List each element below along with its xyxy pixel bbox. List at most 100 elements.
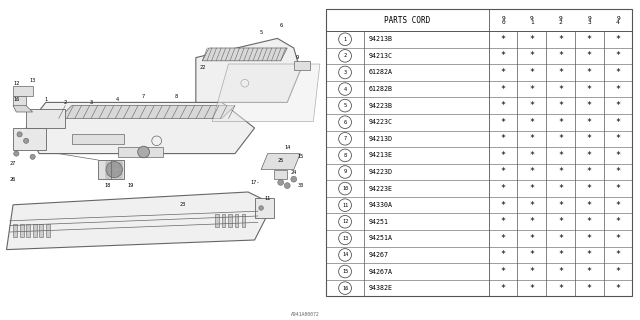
Text: *: * <box>558 284 563 292</box>
Text: *: * <box>529 217 534 226</box>
Text: 94251: 94251 <box>369 219 388 225</box>
Text: 24: 24 <box>291 170 297 175</box>
Polygon shape <box>212 64 320 122</box>
Text: 27: 27 <box>10 161 16 166</box>
Text: *: * <box>529 201 534 210</box>
Polygon shape <box>33 224 36 237</box>
Text: *: * <box>529 84 534 93</box>
Text: 9: 9 <box>296 55 299 60</box>
Text: 23: 23 <box>180 202 186 207</box>
Text: A941A00072: A941A00072 <box>291 312 320 317</box>
Text: 9
2: 9 2 <box>559 16 563 25</box>
Text: *: * <box>587 167 592 177</box>
Text: *: * <box>500 184 506 193</box>
Polygon shape <box>6 192 268 250</box>
Text: *: * <box>558 51 563 60</box>
Text: *: * <box>529 284 534 292</box>
Polygon shape <box>13 224 17 237</box>
Polygon shape <box>26 224 30 237</box>
Text: *: * <box>616 151 621 160</box>
Text: 10: 10 <box>342 186 348 191</box>
Text: *: * <box>616 51 621 60</box>
Text: 94223B: 94223B <box>369 103 392 108</box>
Text: *: * <box>616 217 621 226</box>
Text: *: * <box>500 51 506 60</box>
Text: *: * <box>558 101 563 110</box>
Text: 5: 5 <box>260 29 262 35</box>
Polygon shape <box>20 224 24 237</box>
Circle shape <box>138 146 150 158</box>
Text: 6: 6 <box>344 120 347 125</box>
Text: *: * <box>529 35 534 44</box>
Text: *: * <box>616 35 621 44</box>
Text: *: * <box>500 35 506 44</box>
Text: *: * <box>558 68 563 77</box>
Text: 94251A: 94251A <box>369 235 392 241</box>
Text: *: * <box>558 234 563 243</box>
Text: 3: 3 <box>90 100 93 105</box>
Text: 94213C: 94213C <box>369 53 392 59</box>
Text: *: * <box>529 51 534 60</box>
Text: *: * <box>587 201 592 210</box>
Polygon shape <box>235 214 238 227</box>
Text: 4: 4 <box>116 97 119 102</box>
Text: *: * <box>616 251 621 260</box>
Text: *: * <box>587 134 592 143</box>
Text: *: * <box>587 84 592 93</box>
Text: 15: 15 <box>297 154 303 159</box>
Circle shape <box>278 180 284 185</box>
Text: 1: 1 <box>44 97 47 102</box>
Text: *: * <box>616 201 621 210</box>
Text: 14: 14 <box>284 145 291 150</box>
Text: 61282B: 61282B <box>369 86 392 92</box>
Polygon shape <box>294 61 310 70</box>
Polygon shape <box>228 214 232 227</box>
Polygon shape <box>241 214 244 227</box>
Text: 94267: 94267 <box>369 252 388 258</box>
Text: *: * <box>587 68 592 77</box>
Text: 12: 12 <box>342 219 348 224</box>
Text: 9
3: 9 3 <box>588 16 591 25</box>
Text: *: * <box>529 134 534 143</box>
Polygon shape <box>13 96 26 106</box>
Text: *: * <box>558 151 563 160</box>
Text: 14: 14 <box>342 252 348 257</box>
Polygon shape <box>196 38 300 102</box>
Polygon shape <box>39 224 43 237</box>
Text: 7: 7 <box>142 93 145 99</box>
Text: 94223E: 94223E <box>369 186 392 192</box>
Text: 13: 13 <box>29 77 36 83</box>
Text: *: * <box>587 151 592 160</box>
Text: 9
4: 9 4 <box>616 16 620 25</box>
Text: 30: 30 <box>297 183 303 188</box>
Polygon shape <box>274 170 287 179</box>
Polygon shape <box>13 86 33 96</box>
Circle shape <box>259 206 264 210</box>
Polygon shape <box>72 134 124 144</box>
Text: *: * <box>529 101 534 110</box>
Text: 94267A: 94267A <box>369 268 392 275</box>
Text: 15: 15 <box>342 269 348 274</box>
Text: 9
1: 9 1 <box>530 16 534 25</box>
Text: *: * <box>500 68 506 77</box>
Polygon shape <box>13 106 33 112</box>
Text: *: * <box>616 118 621 127</box>
Text: *: * <box>558 167 563 177</box>
Polygon shape <box>222 214 225 227</box>
Text: *: * <box>587 267 592 276</box>
Text: *: * <box>500 251 506 260</box>
Text: 94223C: 94223C <box>369 119 392 125</box>
Text: *: * <box>500 118 506 127</box>
Text: *: * <box>529 251 534 260</box>
Text: 3: 3 <box>344 70 347 75</box>
Polygon shape <box>45 224 50 237</box>
Text: 8: 8 <box>344 153 347 158</box>
Text: *: * <box>500 101 506 110</box>
Text: 16: 16 <box>342 286 348 291</box>
Text: *: * <box>587 101 592 110</box>
Text: *: * <box>558 184 563 193</box>
Text: 94382E: 94382E <box>369 285 392 291</box>
Text: 61282A: 61282A <box>369 69 392 76</box>
Circle shape <box>24 138 29 143</box>
Text: *: * <box>616 134 621 143</box>
